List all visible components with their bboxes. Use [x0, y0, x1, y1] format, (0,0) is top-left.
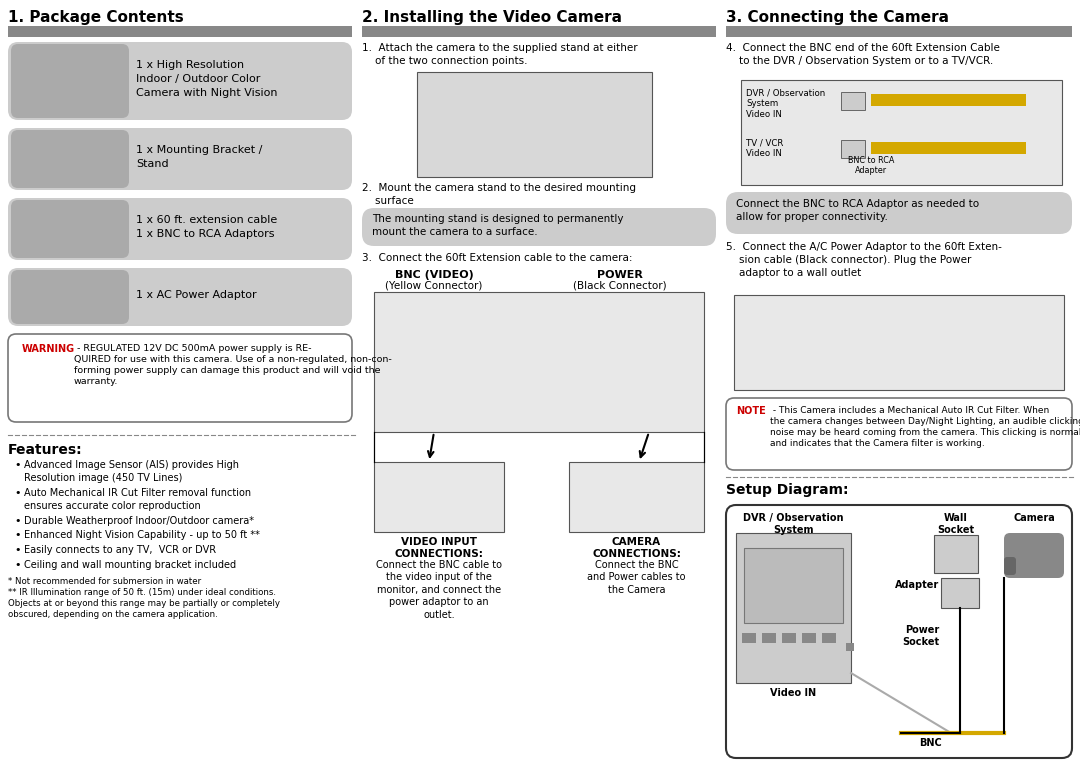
FancyBboxPatch shape: [8, 334, 352, 422]
Text: 3. Connecting the Camera: 3. Connecting the Camera: [726, 10, 949, 25]
Bar: [941, 578, 978, 608]
Text: POWER: POWER: [597, 270, 643, 280]
Text: Advanced Image Sensor (AIS) provides High
Resolution image (450 TV Lines): Advanced Image Sensor (AIS) provides Hig…: [24, 460, 239, 483]
Text: •: •: [14, 460, 21, 470]
Text: Setup Diagram:: Setup Diagram:: [726, 483, 849, 497]
FancyBboxPatch shape: [8, 198, 352, 260]
Text: •: •: [14, 545, 21, 555]
Text: Camera: Camera: [1013, 513, 1055, 523]
Text: DVR / Observation
System: DVR / Observation System: [743, 513, 843, 536]
Text: 4.  Connect the BNC end of the 60ft Extension Cable
    to the DVR / Observation: 4. Connect the BNC end of the 60ft Exten…: [726, 43, 1000, 66]
Text: 2.  Mount the camera stand to the desired mounting
    surface: 2. Mount the camera stand to the desired…: [362, 183, 636, 206]
Text: VIDEO INPUT
CONNECTIONS:: VIDEO INPUT CONNECTIONS:: [394, 537, 484, 559]
Text: Video IN: Video IN: [770, 688, 816, 698]
Text: - REGULATED 12V DC 500mA power supply is RE-
QUIRED for use with this camera. Us: - REGULATED 12V DC 500mA power supply is…: [75, 344, 392, 386]
Text: TV / VCR
Video IN: TV / VCR Video IN: [746, 138, 783, 158]
Bar: [762, 633, 777, 643]
Text: CAMERA
CONNECTIONS:: CAMERA CONNECTIONS:: [592, 537, 680, 559]
Text: * Not recommended for submersion in water
** IR Illumination range of 50 ft. (15: * Not recommended for submersion in wate…: [8, 577, 280, 620]
Bar: [735, 533, 851, 683]
Bar: [782, 633, 796, 643]
Text: Connect the BNC to RCA Adaptor as needed to
allow for proper connectivity.: Connect the BNC to RCA Adaptor as needed…: [735, 199, 980, 222]
Bar: [742, 633, 756, 643]
Bar: [846, 643, 854, 651]
Text: The mounting stand is designed to permanently
mount the camera to a surface.: The mounting stand is designed to perman…: [372, 214, 623, 237]
Text: WARNING: WARNING: [22, 344, 76, 354]
Text: 1 x High Resolution
Indoor / Outdoor Color
Camera with Night Vision: 1 x High Resolution Indoor / Outdoor Col…: [136, 60, 278, 98]
FancyBboxPatch shape: [726, 505, 1072, 758]
Text: 1.  Attach the camera to the supplied stand at either
    of the two connection : 1. Attach the camera to the supplied sta…: [362, 43, 637, 66]
FancyBboxPatch shape: [726, 192, 1072, 234]
Text: Auto Mechanical IR Cut Filter removal function
ensures accurate color reproducti: Auto Mechanical IR Cut Filter removal fu…: [24, 488, 252, 510]
Text: •: •: [14, 488, 21, 498]
FancyBboxPatch shape: [362, 208, 716, 246]
Text: 2. Installing the Video Camera: 2. Installing the Video Camera: [362, 10, 622, 25]
Bar: [870, 142, 1026, 154]
Text: 1 x 60 ft. extension cable
1 x BNC to RCA Adaptors: 1 x 60 ft. extension cable 1 x BNC to RC…: [136, 215, 278, 239]
Text: BNC to RCA
Adapter: BNC to RCA Adapter: [848, 156, 894, 175]
Bar: [841, 92, 865, 110]
Bar: [934, 535, 978, 573]
Bar: [726, 26, 1072, 37]
Text: 1. Package Contents: 1. Package Contents: [8, 10, 184, 25]
FancyBboxPatch shape: [8, 128, 352, 190]
Bar: [374, 462, 504, 532]
Bar: [362, 26, 716, 37]
Text: •: •: [14, 516, 21, 526]
FancyBboxPatch shape: [8, 42, 352, 120]
FancyBboxPatch shape: [1004, 557, 1016, 575]
Text: BNC: BNC: [920, 738, 943, 748]
Text: - This Camera includes a Mechanical Auto IR Cut Filter. When
the camera changes : - This Camera includes a Mechanical Auto…: [770, 406, 1080, 449]
Bar: [841, 140, 865, 158]
FancyBboxPatch shape: [11, 44, 129, 118]
Bar: [374, 292, 704, 432]
Bar: [741, 80, 1062, 185]
Text: Features:: Features:: [8, 443, 83, 457]
FancyBboxPatch shape: [11, 200, 129, 258]
Bar: [734, 295, 1064, 390]
Text: •: •: [14, 530, 21, 540]
Text: (Yellow Connector): (Yellow Connector): [386, 281, 483, 291]
Text: NOTE: NOTE: [735, 406, 766, 416]
Text: (Black Connector): (Black Connector): [573, 281, 666, 291]
Bar: [744, 548, 843, 623]
Text: 5.  Connect the A/C Power Adaptor to the 60ft Exten-
    sion cable (Black conne: 5. Connect the A/C Power Adaptor to the …: [726, 242, 1002, 278]
FancyBboxPatch shape: [8, 268, 352, 326]
Bar: [870, 94, 1026, 106]
Text: BNC (VIDEO): BNC (VIDEO): [394, 270, 473, 280]
Text: Enhanced Night Vision Capability - up to 50 ft **: Enhanced Night Vision Capability - up to…: [24, 530, 260, 540]
Text: Wall
Socket: Wall Socket: [937, 513, 974, 536]
Text: Connect the BNC cable to
the video input of the
monitor, and connect the
power a: Connect the BNC cable to the video input…: [376, 560, 502, 620]
Text: •: •: [14, 559, 21, 569]
Text: 3.  Connect the 60ft Extension cable to the camera:: 3. Connect the 60ft Extension cable to t…: [362, 253, 633, 263]
Bar: [822, 633, 836, 643]
Bar: [8, 26, 352, 37]
Text: DVR / Observation
System
Video IN: DVR / Observation System Video IN: [746, 88, 825, 119]
Bar: [569, 462, 704, 532]
Text: Easily connects to any TV,  VCR or DVR: Easily connects to any TV, VCR or DVR: [24, 545, 216, 555]
Text: Ceiling and wall mounting bracket included: Ceiling and wall mounting bracket includ…: [24, 559, 237, 569]
Bar: [802, 633, 816, 643]
FancyBboxPatch shape: [726, 398, 1072, 470]
Text: Durable Weatherproof Indoor/Outdoor camera*: Durable Weatherproof Indoor/Outdoor came…: [24, 516, 254, 526]
FancyBboxPatch shape: [1004, 533, 1064, 578]
Bar: [417, 72, 652, 177]
Text: 1 x Mounting Bracket /
Stand: 1 x Mounting Bracket / Stand: [136, 145, 262, 169]
FancyBboxPatch shape: [11, 130, 129, 188]
FancyBboxPatch shape: [11, 270, 129, 324]
Text: Adapter: Adapter: [894, 580, 939, 590]
Text: Power
Socket: Power Socket: [902, 625, 939, 647]
Text: Connect the BNC
and Power cables to
the Camera: Connect the BNC and Power cables to the …: [588, 560, 686, 595]
Text: 1 x AC Power Adaptor: 1 x AC Power Adaptor: [136, 290, 257, 300]
